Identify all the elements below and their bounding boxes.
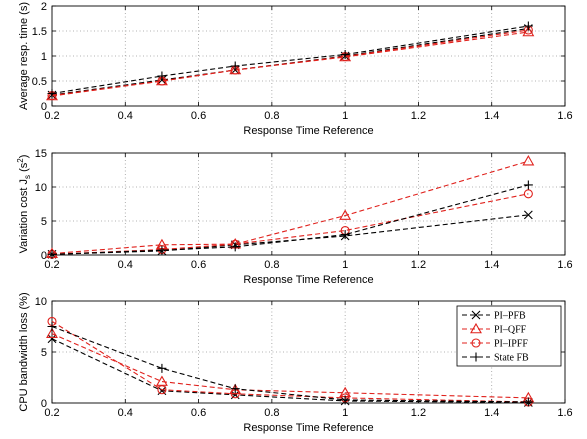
y-axis-label: CPU bandwidth loss (%) <box>18 292 30 411</box>
legend: PI–PFB PI–QFF PI–IPFF State FB <box>456 305 562 367</box>
x-tick-label: 0.6 <box>191 407 206 419</box>
chart-panel-1: 0.2 0.4 0.6 0.8 1 1.2 1.4 1.6 0 0.5 1 1.5 2 Response … <box>18 1 573 137</box>
legend-marker <box>471 310 481 320</box>
x-tick-label: 0.4 <box>118 259 133 271</box>
x-tick-label: 0.2 <box>44 407 59 419</box>
chart-panel-2: 0.2 0.4 0.6 0.8 1 1.2 1.4 1.6 0 5 10 15 Response Tim… <box>16 148 573 286</box>
data-point <box>523 180 533 190</box>
x-tick-label: 0.2 <box>44 259 59 271</box>
data-point <box>340 50 350 59</box>
x-tick-label: 1.4 <box>484 259 499 271</box>
legend-marker <box>471 352 481 362</box>
legend-label: PI–PFB <box>494 311 526 322</box>
data-point <box>47 334 57 344</box>
x-tick-label: 1.6 <box>557 259 572 271</box>
axes-frame <box>51 152 566 256</box>
y-tick-label: 1.5 <box>32 26 47 38</box>
x-tick-label: 1.2 <box>411 259 426 271</box>
x-tick-label: 1 <box>342 407 348 419</box>
legend-marker <box>471 338 481 348</box>
data-point <box>340 230 350 240</box>
data-point <box>522 25 535 37</box>
data-point <box>230 242 240 252</box>
legend-label: PI–QFF <box>494 325 527 336</box>
x-tick-label: 1.2 <box>411 407 426 419</box>
y-tick-label: 10 <box>35 296 47 308</box>
x-axis-label: Response Time Reference <box>243 422 373 434</box>
x-tick-label: 1.2 <box>411 110 426 122</box>
y-tick-label: 0 <box>41 398 47 410</box>
y-tick-label: 5 <box>41 347 47 359</box>
x-axis-label: Response Time Reference <box>243 125 373 137</box>
data-point <box>230 61 240 71</box>
series-line <box>51 320 529 403</box>
data-point <box>230 384 240 394</box>
y-tick-label: 5 <box>41 216 47 228</box>
x-tick-label: 1.6 <box>557 110 572 122</box>
data-point <box>339 209 352 220</box>
x-tick-label: 0.6 <box>191 110 206 122</box>
x-tick-label: 0.6 <box>191 259 206 271</box>
data-point <box>523 189 533 199</box>
data-point <box>340 395 350 405</box>
data-point <box>522 155 535 166</box>
x-tick-label: 0.4 <box>118 110 133 122</box>
x-tick-label: 1.4 <box>484 407 499 419</box>
x-axis-label: Response Time Reference <box>243 274 373 286</box>
y-axis-label: Variation cost Js (s2) <box>16 155 32 254</box>
data-point <box>157 385 167 395</box>
y-tick-label: 0 <box>41 250 47 262</box>
y-tick-label: 15 <box>35 148 47 160</box>
data-point <box>157 363 167 373</box>
series-line <box>51 160 529 255</box>
data-point <box>47 322 57 331</box>
legend-label: State FB <box>494 353 529 364</box>
series-4 <box>47 322 533 407</box>
series-4 <box>47 21 533 98</box>
plot-area <box>52 153 565 255</box>
x-tick-label: 0.8 <box>264 407 279 419</box>
y-tick-label: 0 <box>41 101 47 113</box>
series-line <box>51 184 529 255</box>
data-point <box>523 21 533 31</box>
y-tick-label: 0.5 <box>32 76 47 88</box>
x-tick-label: 0.8 <box>264 110 279 122</box>
series-4 <box>47 180 533 259</box>
x-tick-label: 1 <box>342 110 348 122</box>
data-point <box>47 89 57 98</box>
x-tick-label: 0.8 <box>264 259 279 271</box>
y-tick-label: 2 <box>41 1 47 13</box>
y-tick-label: 1 <box>41 51 47 63</box>
data-point <box>523 210 533 220</box>
legend-marker <box>470 322 482 334</box>
chart-panel-3: 0.2 0.4 0.6 0.8 1 1.2 1.4 1.6 0 5 10 Response Time … <box>18 292 573 434</box>
x-tick-label: 1.4 <box>484 110 499 122</box>
data-point <box>47 249 57 259</box>
y-axis-label: Average resp. time (s) <box>18 2 30 110</box>
x-tick-label: 0.2 <box>44 110 59 122</box>
x-tick-label: 0.4 <box>118 407 133 419</box>
x-tick-label: 1 <box>342 259 348 271</box>
x-tick-label: 1.6 <box>557 407 572 419</box>
data-point <box>46 327 58 338</box>
data-point <box>157 245 167 255</box>
legend-label: PI–IPFF <box>494 339 528 350</box>
data-point <box>157 71 167 81</box>
y-tick-label: 10 <box>35 182 47 194</box>
data-point <box>523 397 533 407</box>
